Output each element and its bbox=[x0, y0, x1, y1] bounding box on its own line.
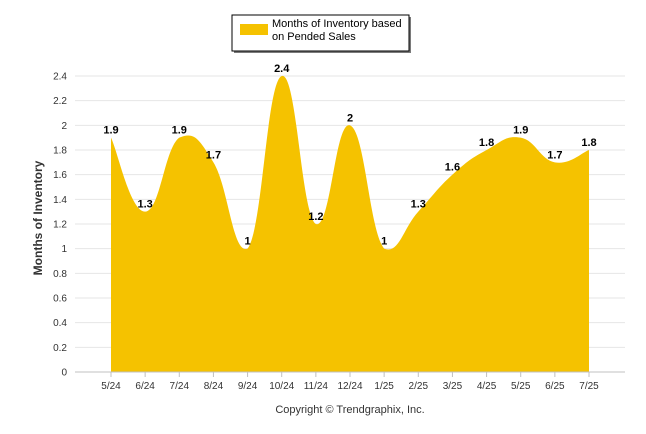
y-axis-title: Months of Inventory bbox=[31, 160, 45, 275]
data-label: 1.9 bbox=[513, 125, 528, 137]
x-tick-label: 3/25 bbox=[443, 381, 463, 392]
area-series bbox=[111, 75, 589, 372]
y-tick-label: 2.2 bbox=[53, 96, 67, 107]
x-axis bbox=[75, 371, 625, 377]
data-labels: 1.9 1.3 1.9 1.7 1 2.4 1.2 2 1 1.3 1.6 1.8 1.9 1.7 1.8 bbox=[103, 63, 596, 248]
x-tick-labels: 5/24 6/24 7/24 8/24 9/24 10/24 11/24 12/24 1/25 2… bbox=[101, 381, 599, 392]
legend-label-line-2: on Pended Sales bbox=[272, 31, 356, 43]
x-tick-label: 6/25 bbox=[545, 381, 565, 392]
x-tick-label: 6/24 bbox=[135, 381, 155, 392]
data-label: 1.7 bbox=[206, 149, 221, 161]
data-label: 1.8 bbox=[479, 137, 494, 149]
legend: Months of Inventory based on Pended Sale… bbox=[231, 14, 411, 53]
x-tick-label: 11/24 bbox=[304, 381, 329, 392]
data-label: 1.3 bbox=[137, 199, 152, 211]
data-label: 2 bbox=[347, 112, 353, 124]
y-tick-label: 1.8 bbox=[53, 146, 67, 157]
y-tick-label: 2.4 bbox=[53, 72, 67, 83]
legend-label-line-1: Months of Inventory based bbox=[272, 18, 402, 30]
y-tick-label: 1.6 bbox=[53, 170, 67, 181]
x-tick-label: 7/24 bbox=[170, 381, 190, 392]
data-label: 1.8 bbox=[581, 137, 596, 149]
y-tick-label: 2 bbox=[61, 121, 67, 132]
x-tick-label: 7/25 bbox=[579, 381, 599, 392]
copyright-credit: Copyright © Trendgraphix, Inc. bbox=[275, 404, 424, 416]
y-tick-label: 1 bbox=[61, 244, 67, 255]
x-tick-label: 8/24 bbox=[204, 381, 224, 392]
x-tick-label: 10/24 bbox=[269, 381, 294, 392]
y-tick-labels: 0 0.2 0.4 0.6 0.8 1 1.2 1.4 1.6 1.8 2 2.2 2.4 bbox=[53, 72, 67, 379]
y-tick-label: 0.2 bbox=[53, 343, 67, 354]
x-tick-label: 1/25 bbox=[374, 381, 394, 392]
x-tick-label: 9/24 bbox=[238, 381, 258, 392]
y-tick-label: 0.8 bbox=[53, 269, 67, 280]
y-tick-label: 1.4 bbox=[53, 195, 67, 206]
y-tick-label: 0.4 bbox=[53, 318, 67, 329]
data-label: 1 bbox=[381, 236, 387, 248]
y-tick-label: 0 bbox=[61, 368, 67, 379]
data-label: 1.9 bbox=[172, 125, 187, 137]
x-tick-label: 12/24 bbox=[337, 381, 362, 392]
y-tick-label: 0.6 bbox=[53, 294, 67, 305]
data-label: 2.4 bbox=[274, 63, 290, 75]
data-label: 1 bbox=[245, 236, 251, 248]
x-tick-label: 5/24 bbox=[101, 381, 121, 392]
x-tick-label: 4/25 bbox=[477, 381, 497, 392]
data-label: 1.3 bbox=[411, 199, 426, 211]
x-tick-label: 2/25 bbox=[409, 381, 429, 392]
data-label: 1.2 bbox=[308, 211, 323, 223]
data-label: 1.6 bbox=[445, 162, 460, 174]
data-label: 1.7 bbox=[547, 149, 562, 161]
x-tick-label: 5/25 bbox=[511, 381, 531, 392]
data-label: 1.9 bbox=[103, 125, 118, 137]
y-tick-label: 1.2 bbox=[53, 220, 67, 231]
legend-swatch bbox=[240, 24, 268, 35]
